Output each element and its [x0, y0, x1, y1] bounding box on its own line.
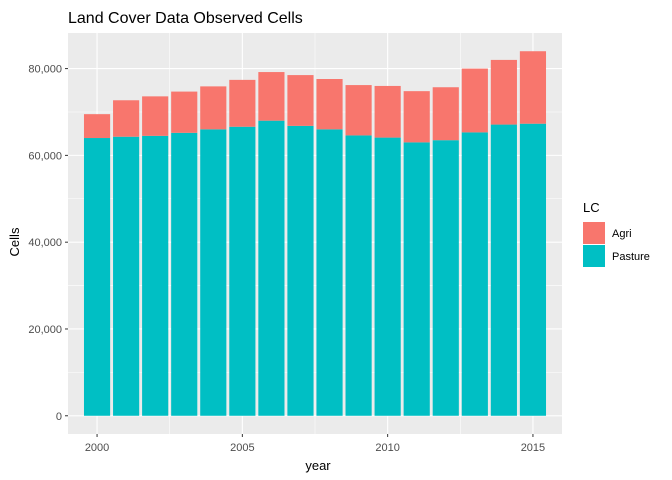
- bar-pasture-2011: [403, 142, 430, 416]
- bar-agri-2011: [403, 91, 430, 143]
- bar-agri-2006: [258, 72, 285, 121]
- bar-agri-2003: [171, 91, 198, 133]
- legend-label-agri: Agri: [612, 228, 632, 240]
- y-axis-title: Cells: [7, 227, 22, 256]
- bar-pasture-2004: [200, 129, 227, 416]
- legend-items: Agri Pasture: [583, 222, 650, 267]
- bar-pasture-2005: [229, 126, 256, 416]
- x-tick-label: 2005: [230, 442, 254, 454]
- bar-pasture-2009: [345, 135, 372, 416]
- y-axis: 0 20,000 40,000 60,000 80,000: [28, 64, 68, 423]
- bar-pasture-2007: [287, 125, 314, 416]
- bar-agri-2012: [432, 87, 459, 141]
- bar-pasture-2001: [113, 136, 140, 416]
- y-tick-label: 20,000: [28, 324, 62, 336]
- bar-agri-2015: [519, 51, 547, 124]
- bars-layer: [83, 51, 547, 416]
- bar-pasture-2000: [83, 138, 111, 416]
- bar-agri-2005: [229, 79, 256, 127]
- bar-agri-2000: [83, 114, 111, 139]
- y-tick-label: 40,000: [28, 237, 62, 249]
- bar-pasture-2013: [461, 132, 488, 416]
- legend: LC Agri Pasture: [583, 200, 650, 267]
- x-axis-title: year: [305, 458, 331, 473]
- bar-pasture-2003: [171, 132, 198, 416]
- bar-agri-2004: [200, 86, 227, 130]
- bar-agri-2010: [374, 85, 401, 138]
- bar-pasture-2010: [374, 137, 401, 416]
- bar-agri-2008: [316, 79, 343, 130]
- bar-agri-2013: [461, 68, 488, 133]
- bar-agri-2002: [142, 96, 169, 136]
- legend-swatch-pasture: [583, 245, 605, 267]
- chart-title: Land Cover Data Observed Cells: [68, 10, 303, 27]
- legend-swatch-agri: [583, 222, 605, 244]
- legend-label-pasture: Pasture: [612, 251, 650, 263]
- x-axis: 2000 2005 2010 2015: [85, 434, 545, 454]
- x-tick-label: 2015: [521, 442, 545, 454]
- bar-pasture-2008: [316, 129, 343, 416]
- bar-pasture-2012: [432, 140, 459, 416]
- bar-pasture-2014: [490, 124, 517, 416]
- legend-title: LC: [583, 200, 600, 215]
- bar-pasture-2015: [519, 123, 547, 416]
- y-tick-label: 80,000: [28, 64, 62, 76]
- y-tick-label: 60,000: [28, 150, 62, 162]
- bar-agri-2014: [490, 59, 517, 125]
- bar-pasture-2006: [258, 120, 285, 416]
- bar-pasture-2002: [142, 135, 169, 416]
- x-tick-label: 2010: [375, 442, 399, 454]
- bar-agri-2001: [113, 100, 140, 137]
- y-tick-label: 0: [56, 411, 62, 423]
- bar-agri-2009: [345, 85, 372, 136]
- x-tick-label: 2000: [85, 442, 109, 454]
- bar-agri-2007: [287, 75, 314, 126]
